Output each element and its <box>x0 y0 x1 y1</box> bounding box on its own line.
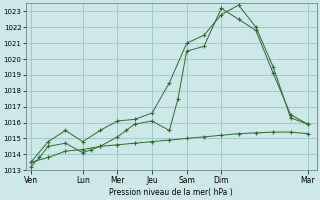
X-axis label: Pression niveau de la mer( hPa ): Pression niveau de la mer( hPa ) <box>109 188 233 197</box>
